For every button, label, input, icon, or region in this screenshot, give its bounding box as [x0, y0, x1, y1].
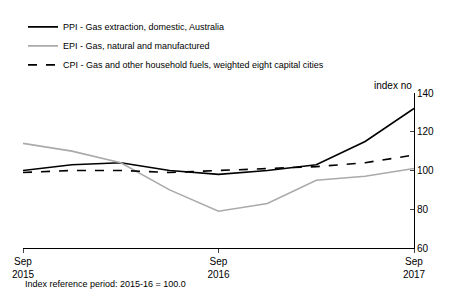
svg-text:120: 120	[417, 126, 434, 137]
svg-text:CPI - Gas and other household: CPI - Gas and other household fuels, wei…	[63, 60, 324, 70]
svg-text:index no: index no	[374, 80, 412, 91]
svg-text:Sep2016: Sep2016	[207, 256, 230, 280]
svg-text:Sep2015: Sep2015	[12, 256, 35, 280]
svg-text:80: 80	[417, 204, 429, 215]
svg-text:100: 100	[417, 165, 434, 176]
svg-text:Sep2017: Sep2017	[403, 256, 426, 280]
svg-text:EPI - Gas, natural and manufac: EPI - Gas, natural and manufactured	[63, 41, 210, 51]
svg-text:PPI - Gas extraction, domestic: PPI - Gas extraction, domestic, Australi…	[63, 22, 224, 32]
svg-text:Index reference period: 2015-1: Index reference period: 2015-16 = 100.0	[25, 279, 186, 289]
svg-text:60: 60	[417, 243, 429, 254]
svg-text:140: 140	[417, 88, 434, 99]
